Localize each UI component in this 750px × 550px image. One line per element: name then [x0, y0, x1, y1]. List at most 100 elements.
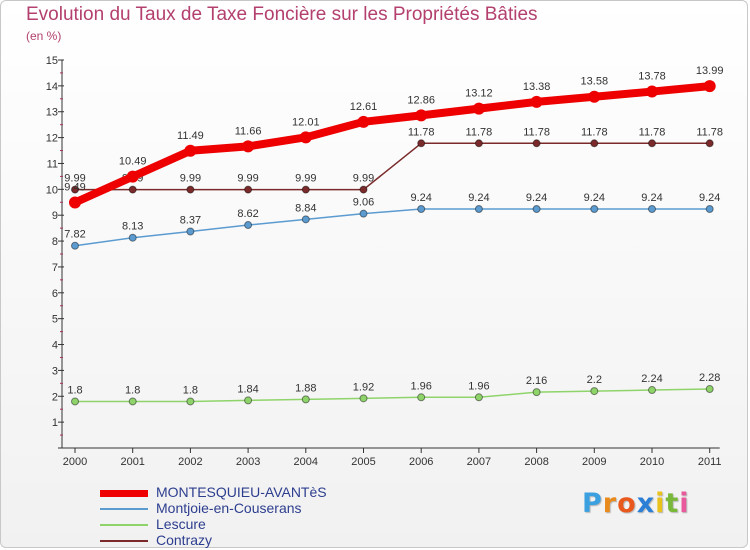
data-label: 2.2 [587, 374, 602, 386]
x-tick-label: 2006 [409, 456, 433, 468]
x-tick-label: 2003 [236, 456, 260, 468]
data-point [184, 144, 197, 157]
data-label: 8.62 [237, 208, 258, 220]
data-label: 8.84 [295, 202, 316, 214]
data-point [244, 185, 253, 194]
data-label: 7.82 [64, 229, 85, 241]
logo-letter: P [582, 488, 603, 519]
data-point [71, 185, 79, 194]
data-point [359, 394, 368, 403]
data-point [703, 80, 716, 93]
data-label: 1.96 [468, 380, 489, 392]
y-tick-label: 2 [52, 391, 58, 403]
data-label: 1.8 [125, 384, 140, 396]
data-point [128, 185, 137, 194]
data-label: 9.99 [295, 173, 316, 185]
legend-swatch [100, 508, 148, 510]
series-line [74, 208, 711, 247]
y-tick-label: 12 [46, 133, 58, 145]
data-label: 1.96 [410, 380, 431, 392]
data-point [128, 397, 137, 406]
y-tick-label: 15 [46, 55, 58, 67]
data-label: 1.8 [67, 384, 82, 396]
data-point [71, 241, 79, 250]
data-point [186, 227, 195, 236]
data-label: 1.84 [237, 383, 258, 395]
x-tick-label: 2000 [63, 456, 87, 468]
legend-swatch [100, 490, 148, 497]
data-label: 12.61 [350, 101, 378, 113]
data-point [648, 204, 656, 213]
data-label: 10.49 [119, 156, 147, 168]
x-tick-label: 2004 [294, 456, 318, 468]
legend-label: Montjoie-en-Couserans [156, 500, 302, 516]
series-montesquieu-avant-s: 9.49 10.49 11.49 11.66 12.01 12.61 12.86 13.12 1… [64, 65, 724, 209]
series-lescure: 1.8 1.8 1.8 1.84 1.88 1.92 1.96 1.96 2.16 2.2 2.24… [67, 372, 720, 406]
x-tick-label: 2005 [351, 456, 375, 468]
data-label: 11.49 [177, 130, 204, 142]
data-label: 9.24 [641, 192, 662, 204]
data-label: 8.13 [122, 221, 143, 233]
series-line [74, 388, 711, 403]
data-label: 12.01 [292, 116, 320, 128]
data-point [417, 139, 426, 148]
data-label: 1.8 [183, 384, 198, 396]
data-label: 11.78 [408, 126, 435, 138]
data-label: 11.66 [235, 125, 262, 137]
legend-item-contrazy: Contrazy [100, 532, 400, 549]
data-label: 1.92 [353, 381, 374, 393]
data-point [705, 204, 714, 213]
y-tick-label: 6 [52, 288, 58, 300]
data-label: 13.12 [465, 88, 493, 100]
data-label: 9.49 [64, 182, 85, 194]
data-point [357, 115, 370, 128]
data-point [705, 139, 714, 148]
logo-letter: r [602, 488, 618, 519]
data-point [186, 397, 195, 406]
data-point [474, 139, 483, 148]
y-tick-label: 10 [46, 184, 58, 196]
y-tick-label: 8 [52, 236, 58, 248]
data-point [590, 139, 599, 148]
data-point [417, 393, 426, 402]
data-label: 9.24 [584, 192, 605, 204]
data-label: 9.99 [64, 173, 85, 185]
data-label: 13.99 [696, 65, 724, 77]
legend-swatch [100, 540, 148, 542]
x-tick-label: 2008 [524, 456, 548, 468]
y-tick-label: 4 [52, 340, 58, 352]
data-label: 11.78 [696, 126, 723, 138]
data-point [530, 95, 543, 108]
data-label: 9.99 [353, 173, 374, 185]
data-label: 11.78 [523, 126, 550, 138]
data-point [359, 209, 368, 218]
data-label: 9.24 [468, 192, 489, 204]
y-tick-label: 3 [52, 365, 58, 377]
series-line [74, 142, 711, 191]
x-tick-label: 2011 [698, 456, 722, 468]
data-point [244, 396, 253, 405]
x-tick-label: 2001 [120, 456, 144, 468]
y-tick-label: 9 [52, 210, 58, 222]
y-tick-label: 7 [52, 262, 58, 274]
data-point [128, 233, 137, 242]
legend-item-montjoie: Montjoie-en-Couserans [100, 500, 400, 517]
data-point [301, 215, 310, 224]
data-label: 9.24 [526, 192, 547, 204]
data-label: 8.37 [180, 214, 201, 226]
legend-label: Contrazy [156, 532, 213, 548]
data-label: 1.88 [295, 382, 316, 394]
logo-letter: i [679, 488, 690, 519]
data-point [646, 85, 658, 98]
data-point [301, 185, 310, 194]
data-label: 9.06 [353, 197, 374, 209]
y-tick-label: 5 [52, 314, 58, 326]
data-label: 11.78 [639, 126, 666, 138]
data-label: 13.78 [638, 71, 666, 83]
unit-label: (en %) [26, 29, 62, 43]
data-point [242, 140, 255, 153]
logo-letter: x [636, 488, 656, 519]
data-label: 13.58 [581, 76, 609, 88]
legend-item-lescure: Lescure [100, 516, 400, 533]
